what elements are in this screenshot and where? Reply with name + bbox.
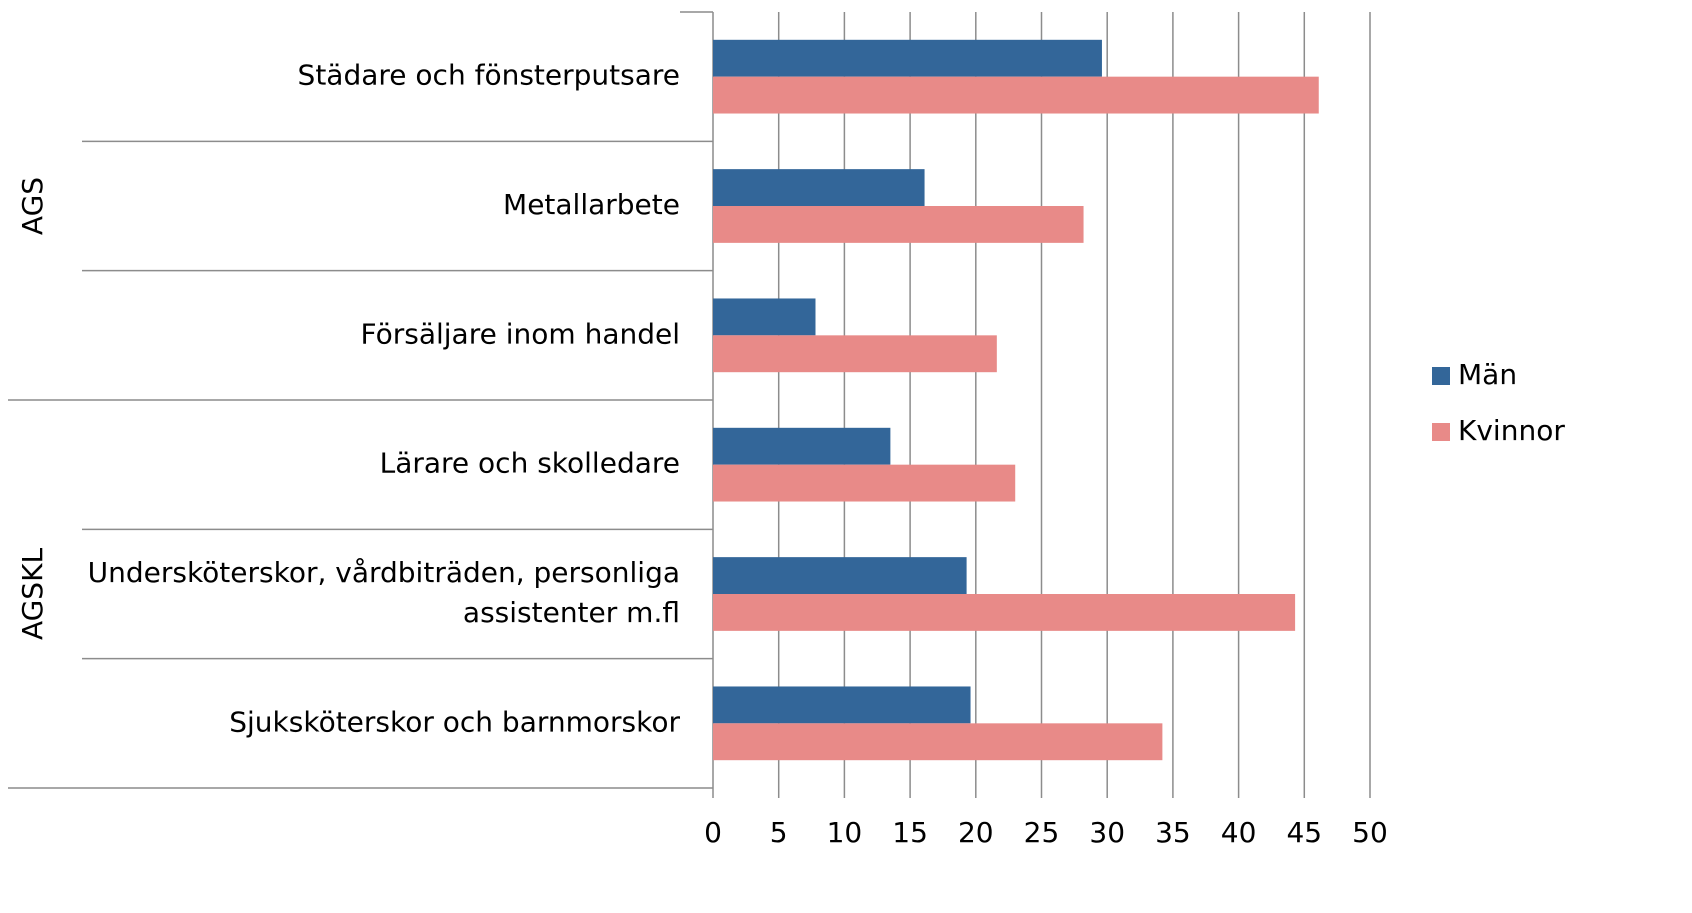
category-label: Metallarbete (503, 188, 680, 221)
bar (713, 464, 1016, 502)
bar (713, 686, 971, 724)
x-tick-label: 30 (1089, 816, 1125, 849)
bar (713, 169, 925, 206)
x-tick-label: 50 (1352, 816, 1388, 849)
category-label: Sjuksköterskor och barnmorskor (229, 705, 680, 738)
bar (713, 206, 1084, 243)
bar (713, 557, 967, 594)
legend-swatch (1432, 423, 1450, 441)
category-label: Försäljare inom handel (361, 317, 681, 350)
x-tick-label: 5 (770, 816, 788, 849)
x-tick-label: 0 (704, 816, 722, 849)
category-label: Undersköterskor, vårdbiträden, personlig… (88, 556, 680, 629)
bar (713, 427, 891, 465)
bar (713, 76, 1319, 114)
legend-swatch (1432, 367, 1450, 385)
x-tick-label: 45 (1286, 816, 1322, 849)
bar (713, 723, 1163, 761)
x-tick-label: 35 (1155, 816, 1191, 849)
x-tick-label: 20 (958, 816, 994, 849)
legend-label: Män (1458, 358, 1517, 391)
x-tick-label: 10 (827, 816, 863, 849)
group-label: AGS (16, 177, 49, 235)
x-tick-label: 40 (1221, 816, 1257, 849)
category-label: Städare och fönsterputsare (298, 59, 680, 92)
x-tick-label: 25 (1024, 816, 1060, 849)
group-label: AGSKL (16, 548, 49, 640)
bar (713, 39, 1102, 77)
bar (713, 335, 997, 373)
bar (713, 298, 816, 336)
bar (713, 594, 1296, 631)
legend-label: Kvinnor (1458, 414, 1565, 447)
category-label: Lärare och skolledare (380, 447, 680, 480)
x-tick-label: 15 (892, 816, 928, 849)
